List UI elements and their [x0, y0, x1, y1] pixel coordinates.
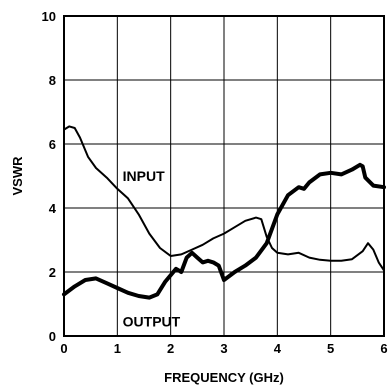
y-tick-label: 10 [42, 9, 56, 24]
y-tick-label: 8 [49, 73, 56, 88]
y-tick-label: 6 [49, 137, 56, 152]
x-tick-label: 4 [274, 341, 282, 356]
x-tick-label: 5 [327, 341, 334, 356]
y-tick-label: 2 [49, 265, 56, 280]
x-tick-label: 6 [380, 341, 387, 356]
series-layer [62, 125, 386, 300]
x-tick-label: 1 [114, 341, 121, 356]
annotation-input: INPUT [123, 168, 165, 184]
x-tick-label: 2 [167, 341, 174, 356]
y-tick-label: 4 [49, 201, 57, 216]
annotation-output: OUTPUT [123, 313, 181, 329]
annotations: INPUT OUTPUT [123, 168, 181, 330]
tick-labels: 0 1 2 3 4 5 6 0 2 4 6 8 10 [42, 9, 388, 356]
y-tick-label: 0 [49, 329, 56, 344]
x-tick-label: 0 [60, 341, 67, 356]
series-line-output [62, 162, 386, 300]
grid [64, 16, 384, 336]
x-axis-title: FREQUENCY (GHz) [164, 370, 284, 385]
series-line-input [63, 125, 385, 272]
x-tick-label: 3 [220, 341, 227, 356]
y-axis-title: VSWR [10, 156, 25, 196]
plot-frame [63, 15, 385, 337]
